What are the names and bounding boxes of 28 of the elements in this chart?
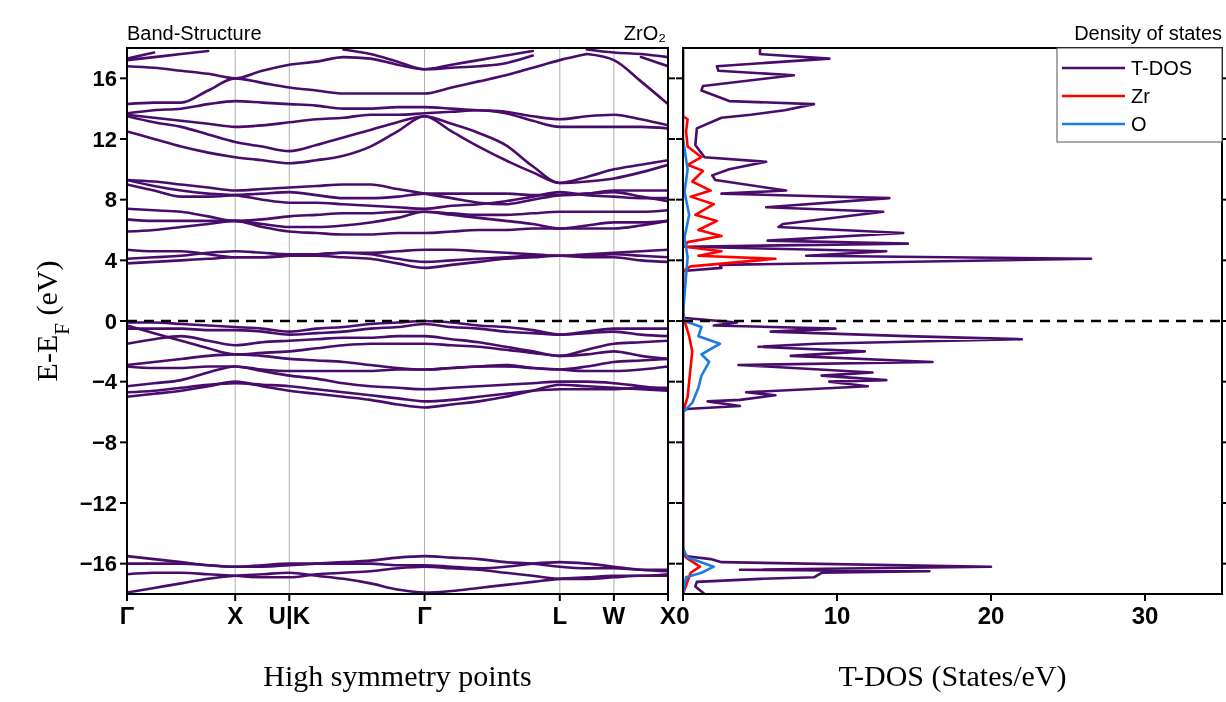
- y-tick-label: −12: [79, 490, 117, 516]
- x-tick-label: X: [227, 602, 244, 629]
- x-tick-label: U|K: [268, 602, 311, 629]
- x-tick-label: 20: [977, 602, 1005, 629]
- x-tick-label: L: [552, 602, 568, 629]
- x-tick-label: Γ: [417, 602, 433, 629]
- chart-title: Density of states: [1074, 22, 1222, 44]
- chart-title: Band-Structure: [127, 22, 262, 44]
- x-tick-label: X: [659, 602, 677, 629]
- x-tick-label: 0: [676, 602, 690, 629]
- y-tick-label: −16: [79, 551, 117, 577]
- legend-label: Zr: [1131, 85, 1151, 107]
- x-tick-label: Γ: [119, 602, 135, 629]
- y-tick-label: −4: [91, 369, 118, 395]
- y-tick-label: 16: [92, 66, 117, 92]
- legend-label: T-DOS: [1131, 57, 1193, 79]
- text: ZrO₂: [623, 22, 666, 44]
- x-tick-label: 10: [823, 602, 851, 629]
- x-tick-label: W: [602, 602, 626, 629]
- y-tick-label: −8: [91, 430, 117, 456]
- y-tick-label: 12: [92, 126, 117, 152]
- x-tick-label: 30: [1131, 602, 1159, 629]
- y-tick-label: 0: [104, 308, 117, 334]
- x-axis-title: High symmetry points: [263, 659, 532, 692]
- legend-label: O: [1131, 113, 1147, 135]
- x-axis-title: T-DOS (States/eV): [838, 659, 1067, 693]
- y-tick-label: 8: [104, 187, 117, 213]
- y-tick-label: 4: [104, 248, 118, 274]
